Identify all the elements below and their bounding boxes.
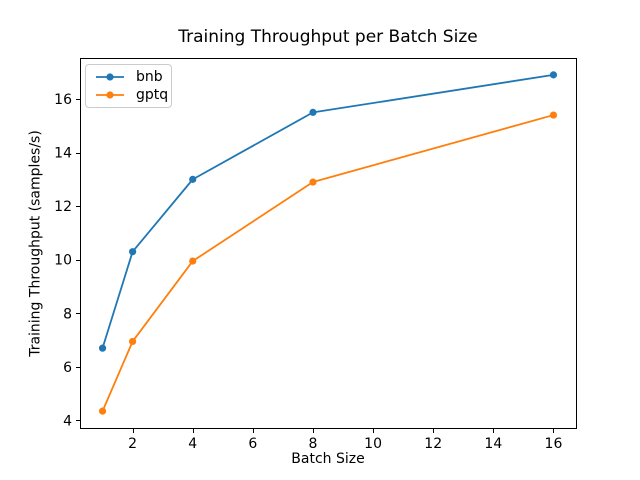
legend-line-marker-icon <box>96 73 124 81</box>
x-tick-label: 8 <box>309 436 318 452</box>
x-axis-label: Batch Size <box>291 451 365 467</box>
axes-frame <box>80 58 577 429</box>
y-tick-label: 14 <box>54 146 72 162</box>
y-tick-label: 16 <box>54 92 72 108</box>
data-point-bnb <box>189 175 197 183</box>
series-line-gptq <box>101 114 554 412</box>
series-line-bnb <box>101 73 554 349</box>
data-point-bnb <box>129 248 137 256</box>
x-tick-label: 16 <box>545 436 563 452</box>
legend-item-bnb: bnb <box>95 68 163 86</box>
y-tick-label: 8 <box>63 306 72 322</box>
y-axis-label: Training Throughput (samples/s) <box>27 130 44 357</box>
data-point-gptq <box>549 111 558 119</box>
y-tick-label: 6 <box>63 360 72 376</box>
legend-label-gptq: gptq <box>136 86 169 103</box>
data-point-gptq <box>309 178 317 186</box>
legend-item-gptq: gptq <box>95 86 168 104</box>
legend-label-bnb: bnb <box>136 68 163 85</box>
y-tick-label: 10 <box>54 253 72 269</box>
chart-title: Training Throughput per Batch Size <box>178 27 478 47</box>
x-tick-label: 12 <box>424 436 442 452</box>
y-tick-label: 12 <box>54 199 72 215</box>
data-point-bnb <box>98 344 107 352</box>
data-point-gptq <box>98 407 107 415</box>
x-tick-label: 4 <box>188 436 197 452</box>
x-tick-label: 10 <box>364 436 382 452</box>
y-tick-label: 4 <box>63 413 72 429</box>
x-tick-label: 14 <box>484 436 502 452</box>
legend-line-marker-icon <box>96 91 124 99</box>
data-point-bnb <box>309 108 317 116</box>
data-point-bnb <box>549 71 558 79</box>
data-point-gptq <box>129 337 137 346</box>
x-tick-label: 6 <box>248 436 257 452</box>
data-point-gptq <box>189 257 197 265</box>
legend: bnb gptq <box>85 64 172 108</box>
x-tick-label: 2 <box>128 436 137 452</box>
